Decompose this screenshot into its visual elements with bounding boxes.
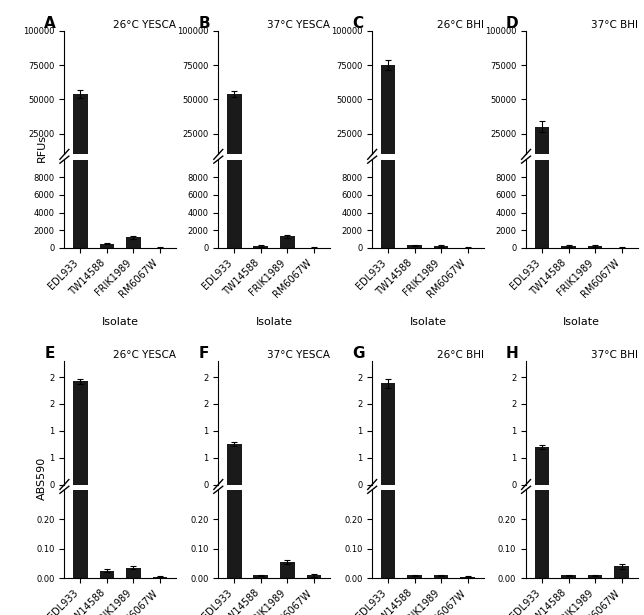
Bar <box>100 510 114 512</box>
Bar <box>73 381 88 512</box>
Text: C: C <box>352 16 363 31</box>
Bar <box>153 577 167 578</box>
Text: 37°C BHI: 37°C BHI <box>591 350 638 360</box>
Bar <box>460 577 475 578</box>
Bar <box>535 0 549 248</box>
Bar <box>588 246 602 248</box>
Bar <box>73 94 88 168</box>
Bar <box>280 562 294 578</box>
Bar <box>561 246 576 248</box>
Text: RFUs: RFUs <box>37 134 47 162</box>
Text: B: B <box>198 16 210 31</box>
Bar <box>227 94 242 168</box>
Bar <box>73 0 88 578</box>
Text: D: D <box>506 16 518 31</box>
Bar <box>73 0 88 248</box>
Text: E: E <box>44 346 55 361</box>
Bar <box>126 167 141 168</box>
Text: 37°C YESCA: 37°C YESCA <box>267 20 330 30</box>
Bar <box>535 127 549 168</box>
Text: 26°C BHI: 26°C BHI <box>437 350 484 360</box>
Bar <box>254 246 268 248</box>
Bar <box>381 0 395 248</box>
Bar <box>227 210 242 578</box>
X-axis label: Isolate: Isolate <box>410 317 446 327</box>
Bar <box>381 65 395 168</box>
Bar <box>126 568 141 578</box>
Bar <box>100 571 114 578</box>
Bar <box>280 509 294 512</box>
Text: 26°C BHI: 26°C BHI <box>437 20 484 30</box>
X-axis label: Isolate: Isolate <box>102 317 138 327</box>
Text: 37°C BHI: 37°C BHI <box>591 20 638 30</box>
Text: G: G <box>352 346 365 361</box>
X-axis label: Isolate: Isolate <box>256 317 292 327</box>
Bar <box>614 566 629 578</box>
Bar <box>535 225 549 578</box>
Bar <box>126 509 141 512</box>
Bar <box>408 575 422 578</box>
Bar <box>614 509 629 512</box>
Text: F: F <box>198 346 209 361</box>
Bar <box>434 575 448 578</box>
Bar <box>100 167 114 168</box>
Bar <box>280 166 294 168</box>
Bar <box>254 575 268 578</box>
Bar <box>588 575 602 578</box>
Text: ABS590: ABS590 <box>37 457 47 500</box>
Bar <box>227 444 242 512</box>
Bar <box>307 575 321 578</box>
Text: 26°C YESCA: 26°C YESCA <box>113 350 176 360</box>
Text: 26°C YESCA: 26°C YESCA <box>113 20 176 30</box>
X-axis label: Isolate: Isolate <box>564 317 600 327</box>
Text: A: A <box>44 16 56 31</box>
Bar <box>561 575 576 578</box>
Bar <box>535 447 549 512</box>
Bar <box>227 0 242 248</box>
Bar <box>434 246 448 248</box>
Text: 37°C YESCA: 37°C YESCA <box>267 350 330 360</box>
Text: H: H <box>506 346 518 361</box>
Bar <box>126 237 141 248</box>
Bar <box>408 245 422 248</box>
Bar <box>381 384 395 512</box>
Bar <box>100 244 114 248</box>
Bar <box>381 0 395 578</box>
Bar <box>280 237 294 248</box>
